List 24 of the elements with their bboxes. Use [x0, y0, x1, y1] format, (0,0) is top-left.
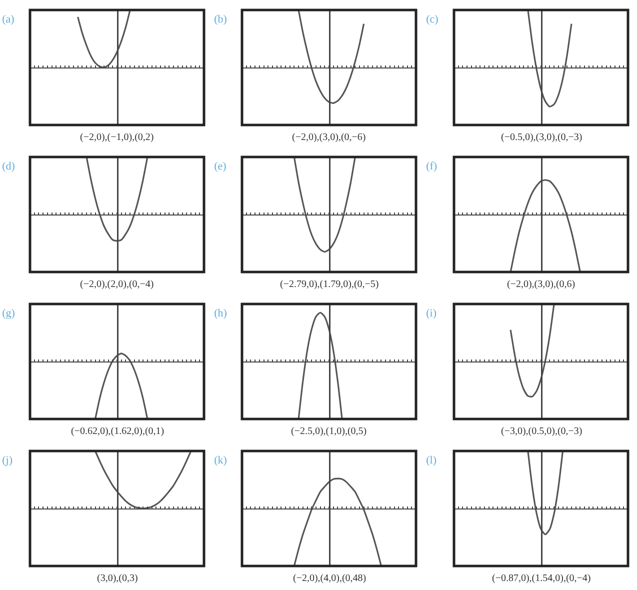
text: (−2,0),(4,0),(0,48) — [293, 573, 366, 584]
text: (−0.87,0),(1.54,0),(0,−4) — [492, 573, 591, 584]
chart-title: (e) — [214, 160, 227, 172]
chart-title: (d) — [2, 160, 16, 172]
chart-title: (b) — [214, 13, 228, 26]
chart-title: (j) — [2, 454, 13, 466]
text: (−2.5,0),(1,0),(0,5) — [291, 426, 367, 437]
text: (−0.5,0),(3,0),(0,−3) — [501, 132, 582, 143]
text: (−2,0),(3,0),(0,6) — [507, 279, 576, 290]
chart-title: (a) — [2, 13, 15, 26]
text: (−0.62,0),(1.62,0),(0,1) — [71, 426, 164, 437]
text: (−2,0),(−1,0),(0,2) — [80, 132, 154, 143]
text: (−3,0),(0.5,0),(0,−3) — [501, 426, 582, 437]
text: (−2,0),(2,0),(0,−4) — [80, 279, 154, 290]
text: (3,0),(0,3) — [97, 573, 138, 584]
text: (−2.79,0),(1.79,0),(0,−5) — [280, 279, 379, 290]
chart-title: (g) — [2, 307, 16, 320]
chart-title: (i) — [426, 307, 437, 320]
chart-title: (k) — [214, 454, 228, 466]
chart-title: (l) — [426, 454, 437, 466]
text: (−2,0),(3,0),(0,−6) — [292, 132, 366, 143]
chart-title: (f) — [426, 160, 438, 172]
chart-title: (c) — [426, 13, 439, 26]
chart-title: (h) — [214, 307, 228, 320]
